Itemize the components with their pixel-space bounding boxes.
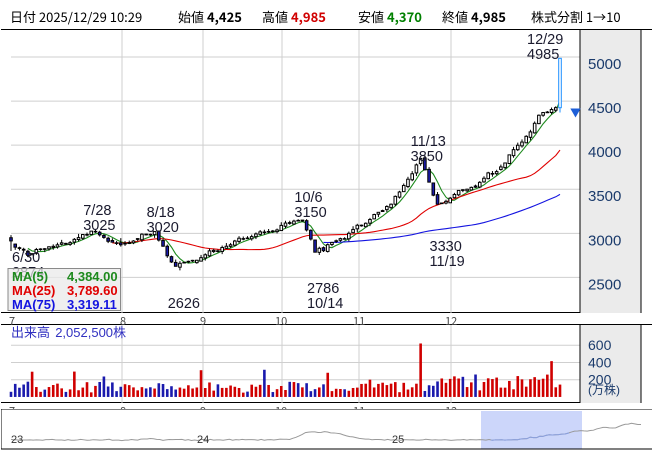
svg-text:3020: 3020 bbox=[147, 220, 179, 236]
svg-text:2500: 2500 bbox=[588, 276, 621, 293]
svg-text:4000: 4000 bbox=[588, 144, 621, 161]
svg-text:出来高 2,052,500株: 出来高 2,052,500株 bbox=[11, 325, 126, 340]
svg-text:11/13: 11/13 bbox=[411, 134, 446, 150]
svg-text:3000: 3000 bbox=[588, 232, 621, 249]
svg-text:25: 25 bbox=[392, 434, 404, 446]
svg-text:4500: 4500 bbox=[588, 100, 621, 117]
svg-text:2626: 2626 bbox=[168, 296, 200, 312]
svg-text:10/14: 10/14 bbox=[307, 296, 343, 312]
svg-text:MA(5): MA(5) bbox=[12, 269, 48, 284]
svg-text:3850: 3850 bbox=[411, 149, 443, 165]
svg-text:3150: 3150 bbox=[294, 205, 326, 221]
svg-text:24: 24 bbox=[197, 434, 209, 446]
svg-text:11/19: 11/19 bbox=[430, 254, 465, 270]
svg-text:12/29: 12/29 bbox=[527, 32, 563, 48]
svg-text:(万株): (万株) bbox=[588, 382, 620, 397]
svg-text:6/30: 6/30 bbox=[12, 250, 40, 266]
svg-text:600: 600 bbox=[588, 337, 612, 353]
svg-text:2786: 2786 bbox=[307, 281, 339, 297]
svg-text:3,319.11: 3,319.11 bbox=[67, 297, 117, 312]
svg-text:4,384.00: 4,384.00 bbox=[67, 269, 118, 284]
svg-text:MA(75): MA(75) bbox=[12, 297, 55, 312]
svg-text:400: 400 bbox=[588, 354, 612, 370]
svg-text:10/6: 10/6 bbox=[294, 190, 322, 206]
svg-text:4985: 4985 bbox=[527, 47, 559, 63]
svg-text:23: 23 bbox=[11, 434, 23, 446]
svg-text:3025: 3025 bbox=[83, 218, 115, 234]
svg-text:3,789.60: 3,789.60 bbox=[67, 283, 118, 298]
svg-text:▼: ▼ bbox=[570, 105, 581, 121]
svg-text:MA(25): MA(25) bbox=[12, 283, 55, 298]
svg-text:8/18: 8/18 bbox=[147, 205, 175, 221]
svg-text:3500: 3500 bbox=[588, 188, 621, 205]
svg-text:7/28: 7/28 bbox=[83, 203, 111, 219]
svg-text:5000: 5000 bbox=[588, 56, 621, 73]
svg-text:3330: 3330 bbox=[430, 239, 462, 255]
